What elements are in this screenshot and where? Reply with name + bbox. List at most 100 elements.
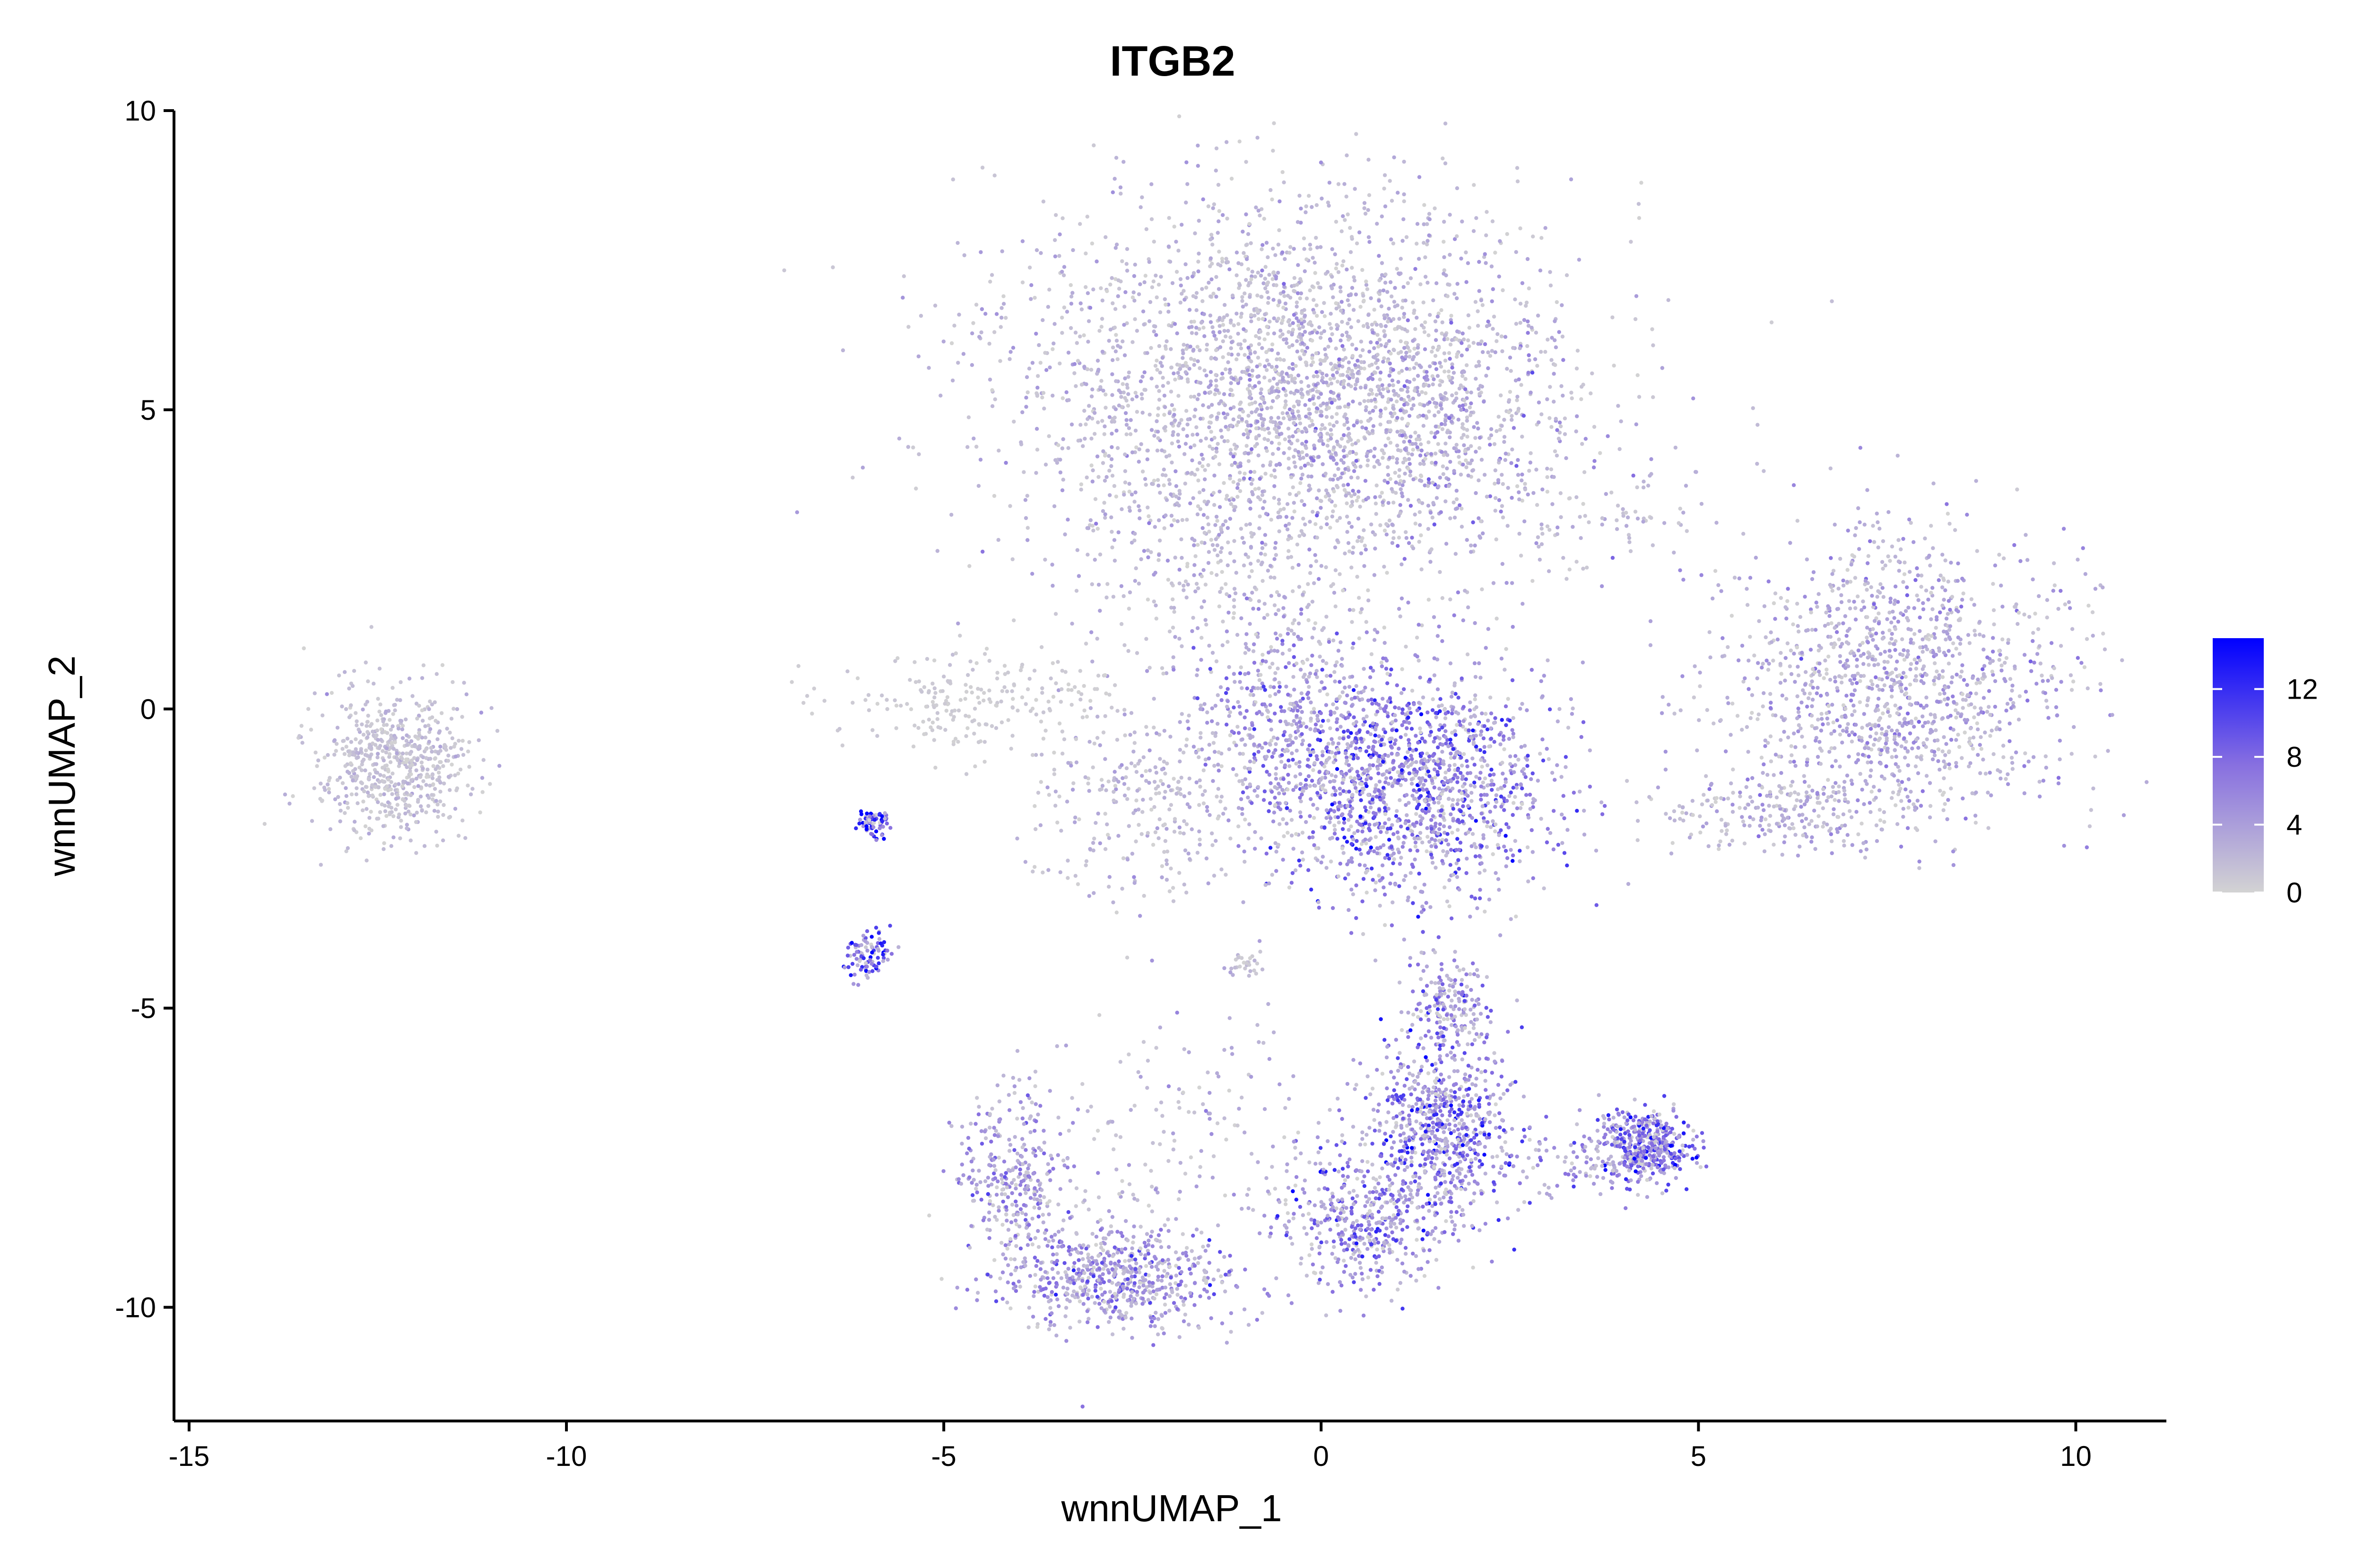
cell-point — [1222, 329, 1226, 333]
cell-point — [1182, 452, 1187, 456]
cell-point — [1581, 382, 1585, 387]
cell-point — [1025, 375, 1029, 379]
cell-point — [1151, 482, 1155, 486]
cell-point — [1387, 817, 1391, 822]
cell-point — [1295, 220, 1300, 224]
cell-point — [1265, 282, 1269, 286]
cell-point — [1326, 742, 1330, 746]
cell-point — [1383, 806, 1387, 810]
cell-point — [1260, 546, 1265, 550]
cell-point — [1369, 845, 1373, 850]
cell-point — [1362, 564, 1366, 568]
cell-point — [1439, 809, 1443, 813]
cell-point — [1460, 353, 1464, 358]
cell-point — [952, 323, 956, 328]
cell-point — [1484, 711, 1488, 716]
cell-point — [1295, 661, 1299, 666]
cell-point — [1359, 360, 1364, 364]
cell-point — [1426, 333, 1431, 338]
cell-point — [1315, 806, 1320, 811]
cell-point — [1626, 882, 1631, 886]
cell-point — [1033, 295, 1037, 300]
cell-point — [1277, 593, 1281, 598]
cell-point — [1195, 626, 1200, 631]
cell-point — [1401, 217, 1406, 221]
cell-point — [1260, 579, 1265, 583]
cell-point — [1220, 435, 1224, 439]
cell-point — [1284, 403, 1288, 407]
cell-point — [1105, 289, 1109, 294]
cell-point — [1561, 393, 1565, 398]
cell-point — [1498, 742, 1503, 746]
cell-point — [1086, 417, 1090, 421]
cell-point — [1234, 446, 1238, 451]
cell-point — [1238, 470, 1242, 475]
cell-point — [1111, 345, 1115, 350]
cell-point — [1469, 458, 1474, 463]
cell-point — [1405, 726, 1409, 730]
cell-point — [1413, 858, 1417, 862]
cell-point — [1493, 350, 1497, 355]
cell-point — [1564, 456, 1568, 460]
cell-point — [1440, 639, 1444, 643]
cell-point — [1378, 370, 1383, 375]
cell-point — [1395, 752, 1399, 757]
cell-point — [1469, 444, 1473, 448]
cell-point — [1404, 351, 1408, 355]
cell-point — [1420, 390, 1424, 394]
cell-point — [1458, 751, 1462, 755]
cell-point — [1336, 270, 1341, 274]
cell-point — [1515, 179, 1520, 183]
cell-point — [1440, 380, 1444, 384]
cell-point — [1182, 289, 1186, 293]
cell-point — [1243, 642, 1248, 646]
cell-point — [1192, 394, 1197, 399]
cell-point — [1433, 354, 1438, 358]
cell-points — [262, 114, 2149, 1409]
cell-point — [1359, 339, 1364, 344]
cell-point — [1289, 390, 1293, 395]
cell-point — [1384, 342, 1389, 346]
cell-point — [1491, 852, 1495, 857]
cell-point — [1391, 900, 1395, 905]
cell-point — [1343, 876, 1347, 881]
cell-point — [1263, 471, 1268, 476]
cell-point — [1460, 374, 1465, 378]
cell-point — [1397, 371, 1401, 375]
cell-point — [1224, 497, 1228, 501]
cell-point — [1219, 377, 1224, 381]
cell-point — [1103, 516, 1107, 520]
cell-point — [1304, 210, 1308, 215]
cell-point — [1311, 360, 1315, 364]
cell-point — [1130, 397, 1135, 401]
cell-point — [1215, 519, 1219, 523]
cell-point — [1425, 377, 1430, 382]
cell-point — [1300, 442, 1304, 446]
cell-point — [1390, 541, 1395, 545]
cell-point — [1248, 500, 1252, 504]
cell-point — [1318, 362, 1323, 366]
cell-point — [1255, 293, 1260, 298]
cell-point — [1356, 756, 1360, 760]
cell-point — [1553, 338, 1557, 342]
cell-point — [1295, 438, 1300, 443]
cell-point — [1385, 672, 1390, 676]
cell-point — [1488, 695, 1493, 700]
cell-point — [1229, 502, 1233, 506]
cell-point — [1114, 333, 1118, 337]
cell-point — [1243, 353, 1247, 357]
cell-point — [1224, 334, 1228, 338]
cell-point — [1406, 498, 1410, 502]
cell-point — [1549, 467, 1554, 471]
cell-point — [1321, 855, 1325, 859]
cell-point — [1375, 353, 1380, 357]
cell-point — [1253, 350, 1257, 355]
cell-point — [1358, 748, 1363, 753]
cell-point — [1311, 803, 1315, 807]
cell-point — [1454, 337, 1459, 341]
cell-point — [1433, 206, 1437, 210]
cell-point — [1265, 290, 1269, 295]
cell-point — [1494, 537, 1498, 542]
cell-point — [1340, 690, 1345, 694]
cell-point — [1236, 342, 1241, 347]
